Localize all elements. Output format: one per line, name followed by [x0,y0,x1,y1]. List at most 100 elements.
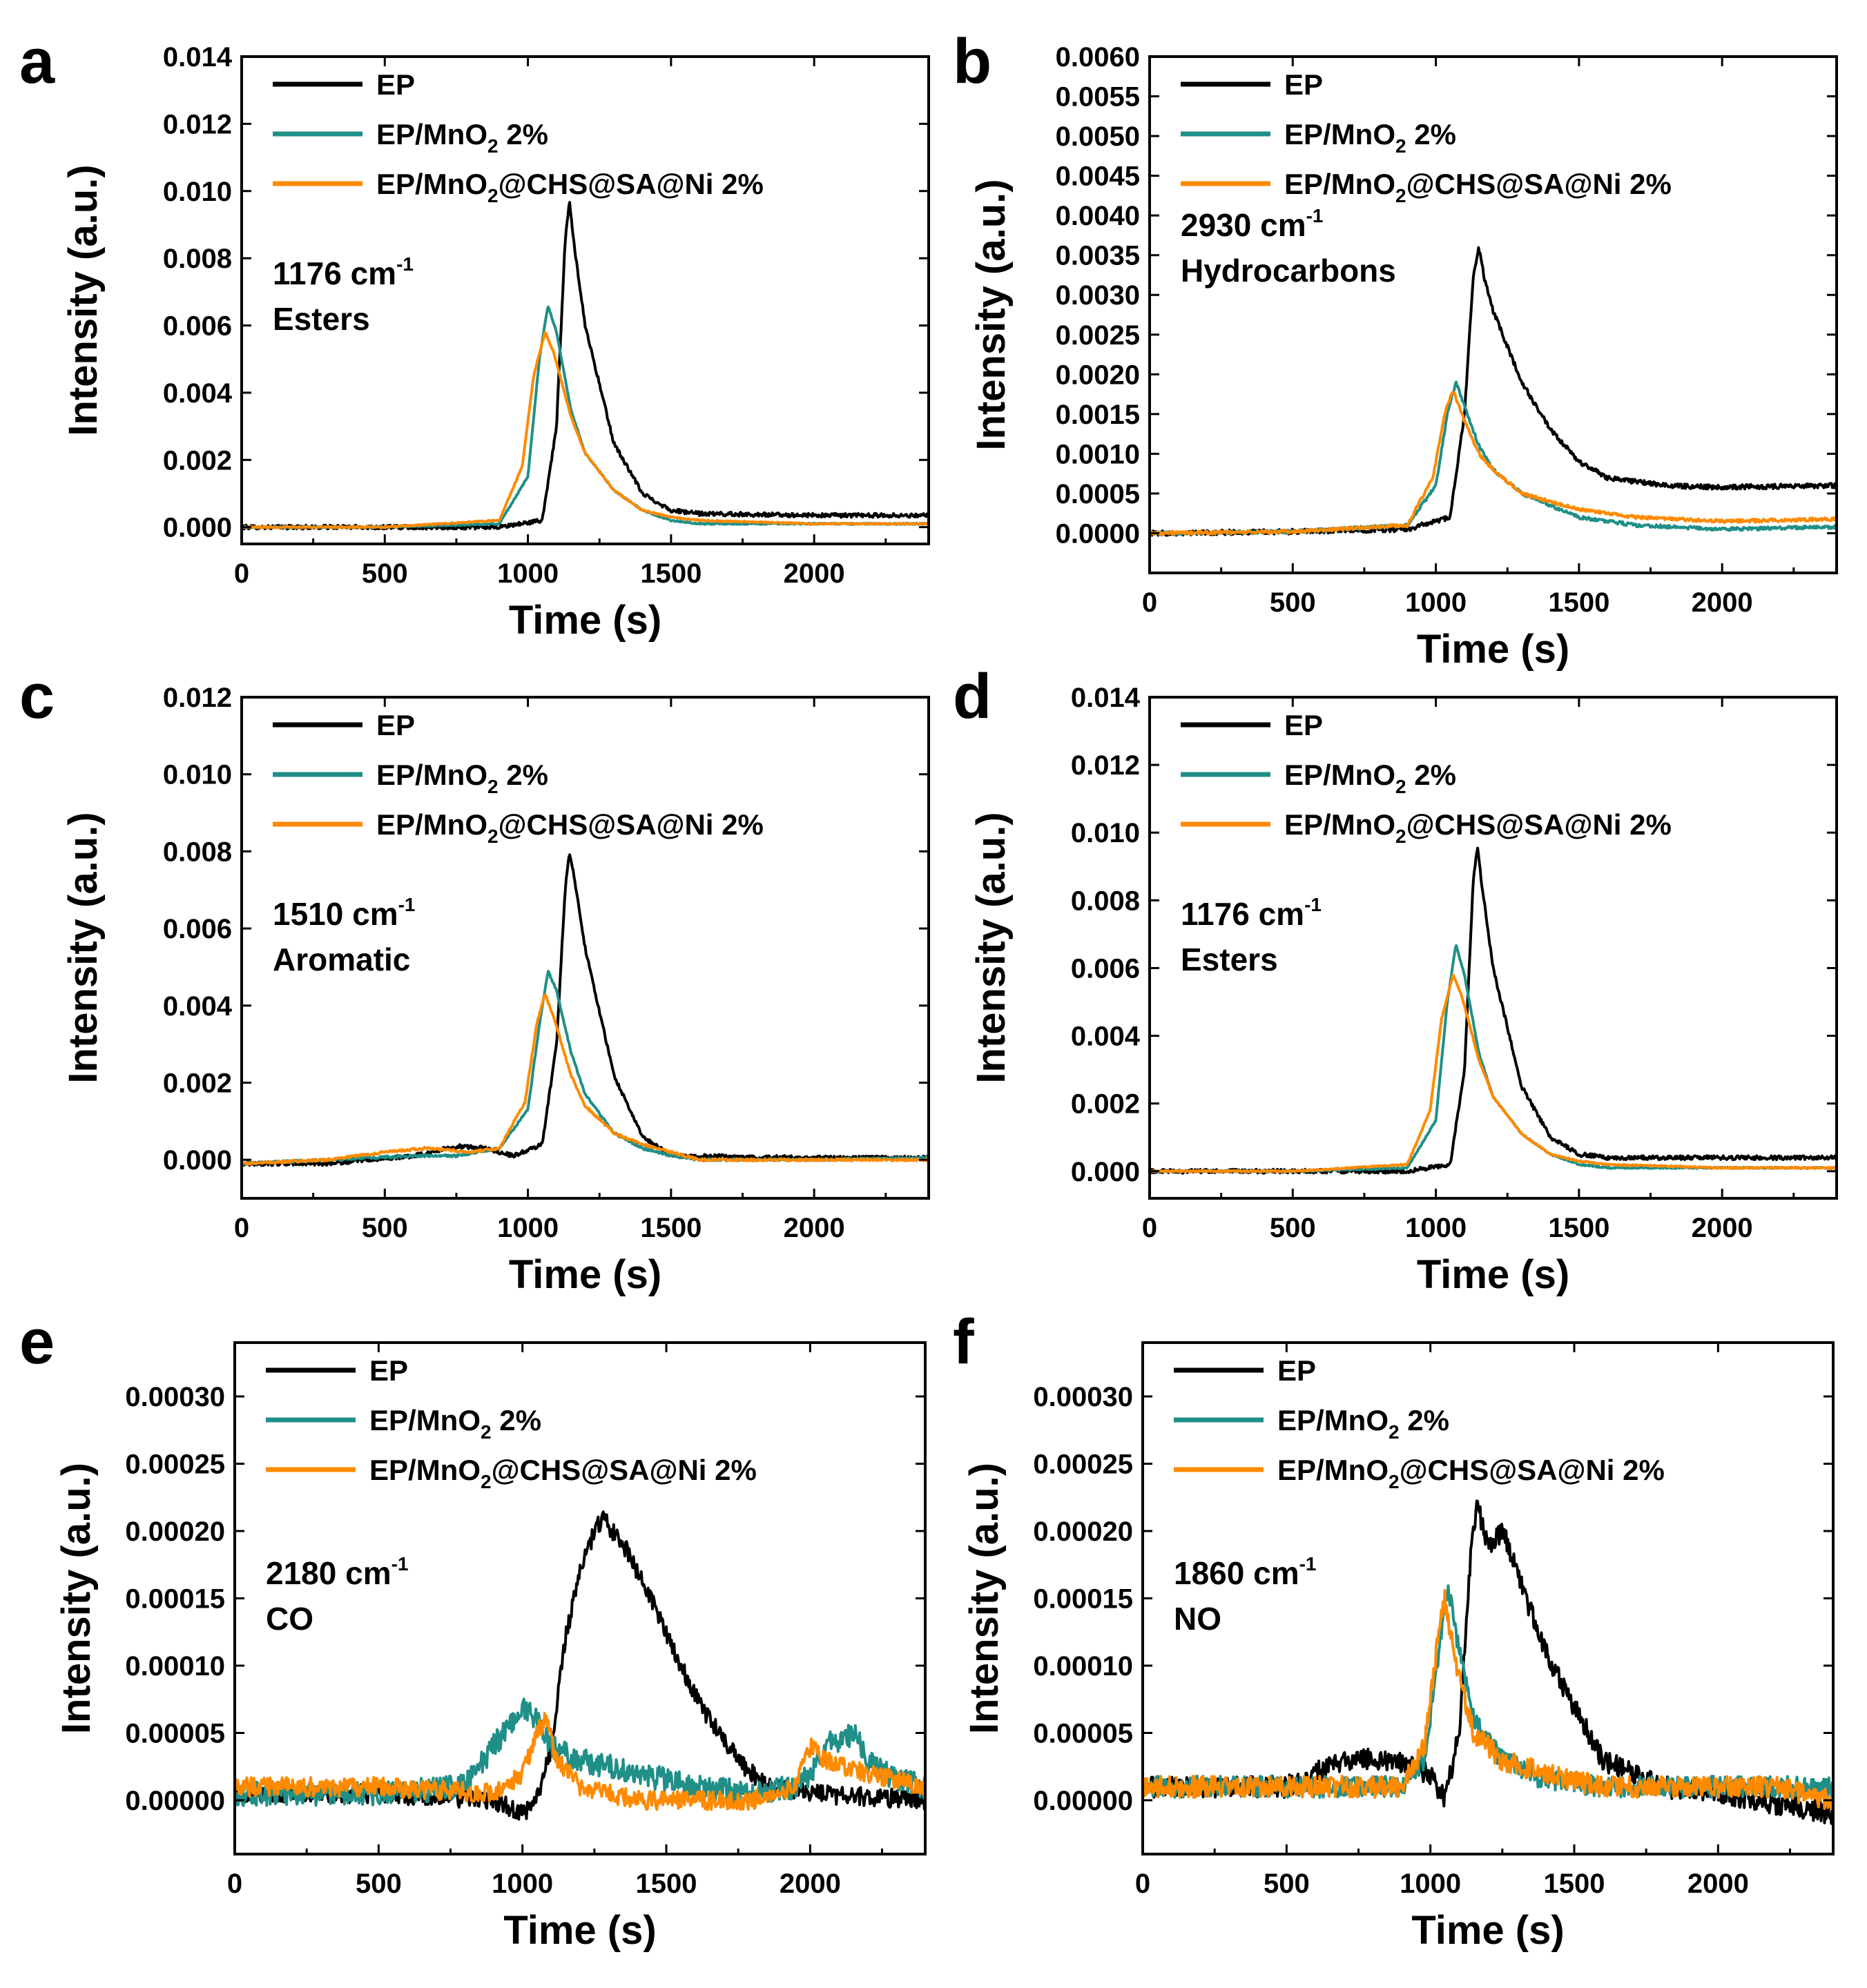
series-line [235,1697,925,1807]
x-axis-title: Time (s) [509,598,661,643]
x-tick-label: 500 [1270,587,1316,618]
series-line [1143,1584,1833,1800]
y-tick-label: 0.0020 [1056,360,1140,390]
x-tick-label: 500 [356,1869,402,1899]
group-label: Hydrocarbons [1181,253,1396,289]
x-tick-label: 500 [1270,1213,1316,1243]
y-tick-label: 0.00020 [1033,1517,1133,1547]
y-tick-label: 0.010 [163,177,232,207]
y-tick-label: 0.00015 [125,1584,225,1615]
legend-label: EP/MnO2@CHS@SA@Ni 2% [1277,1454,1665,1492]
x-tick-label: 0 [1135,1869,1150,1899]
y-tick-label: 0.0005 [1056,479,1140,509]
x-tick-label: 1000 [492,1869,553,1899]
x-axis-title: Time (s) [1417,1252,1569,1297]
group-label: CO [266,1601,313,1637]
y-tick-label: 0.00025 [125,1450,225,1480]
panel-letter: f [953,1307,974,1377]
x-tick-label: 1500 [636,1869,697,1899]
y-tick-label: 0.010 [163,760,232,790]
panel-letter: d [953,661,991,732]
wavenumber-label: 1510 cm-1 [273,894,416,932]
y-axis-title: Intensity (a.u.) [962,1463,1007,1734]
y-tick-label: 0.014 [163,42,233,72]
group-label: Esters [1181,942,1278,977]
y-tick-label: 0.010 [1071,818,1140,848]
y-tick-label: 0.0045 [1056,162,1140,192]
legend-label: EP/MnO2 2% [1284,759,1456,797]
legend-label: EP [1284,709,1323,741]
legend-label: EP/MnO2@CHS@SA@Ni 2% [369,1454,757,1492]
y-axis-title: Intensity (a.u.) [61,812,106,1083]
legend-label: EP [376,709,415,741]
legend-label: EP/MnO2 2% [376,759,548,797]
x-tick-label: 1000 [1400,1869,1461,1899]
panel-c: c 0 500 1000 1500 2000 0.000 0.002 0.004 0.006 0.0… [19,661,930,1297]
x-tick-label: 1000 [1405,1213,1467,1243]
legend-label: EP/MnO2@CHS@SA@Ni 2% [1284,168,1672,206]
wavenumber-label: 1860 cm-1 [1174,1553,1317,1591]
x-axis-title: Time (s) [503,1908,656,1953]
y-tick-label: 0.0000 [1056,518,1140,549]
series-line [242,970,929,1166]
y-tick-label: 0.004 [1071,1022,1141,1052]
x-tick-label: 0 [234,1213,249,1243]
y-tick-label: 0.00000 [1033,1786,1133,1816]
series-line [1150,246,1837,537]
group-label: Esters [273,301,370,337]
plot-frame [1148,55,1838,574]
y-tick-label: 0.00020 [125,1517,225,1547]
wavenumber-label: 2180 cm-1 [266,1553,409,1591]
y-tick-label: 0.002 [163,445,232,476]
legend-label: EP/MnO2@CHS@SA@Ni 2% [1284,808,1672,847]
x-tick-label: 500 [362,1213,408,1243]
y-tick-label: 0.006 [163,914,232,944]
y-axis-title: Intensity (a.u.) [969,179,1014,450]
y-tick-label: 0.0035 [1056,241,1140,271]
x-tick-label: 2000 [1692,1213,1753,1243]
series-line [1150,390,1837,536]
x-tick-label: 0 [1142,587,1157,618]
x-tick-label: 1500 [1548,587,1609,618]
legend-label: EP/MnO2@CHS@SA@Ni 2% [376,168,764,206]
y-tick-label: 0.00025 [1033,1450,1133,1480]
x-tick-label: 1000 [497,1213,559,1243]
wavenumber-label: 1176 cm-1 [1181,894,1322,932]
legend-label: EP [369,1354,408,1387]
x-tick-label: 2000 [780,1869,841,1899]
y-tick-label: 0.008 [163,244,232,274]
panel-letter: b [953,26,991,97]
y-tick-label: 0.00010 [125,1651,225,1682]
y-tick-label: 0.00005 [1033,1719,1133,1749]
x-tick-label: 1500 [640,1213,702,1243]
series-line [1143,1589,1833,1811]
plot-frame [1148,696,1838,1200]
y-tick-label: 0.000 [163,513,232,543]
panel-b: b 0 500 1000 1500 2000 0.0000 0.0005 0.0010 0.001… [953,26,1838,672]
x-tick-label: 2000 [784,1213,845,1243]
y-tick-label: 0.00015 [1033,1584,1133,1615]
series-line [235,1712,925,1811]
x-tick-label: 0 [234,558,249,589]
x-tick-label: 1000 [1405,587,1467,618]
panel-f: f 0 500 1000 1500 2000 0.00000 0.00005 0.00010 0.… [953,1307,1835,1953]
y-tick-label: 0.008 [163,837,232,867]
series-line [242,331,929,529]
y-tick-label: 0.0010 [1056,439,1140,469]
legend-label: EP/MnO2 2% [1284,118,1456,157]
y-tick-label: 0.0040 [1056,201,1140,231]
wavenumber-label: 1176 cm-1 [273,253,414,291]
panel-d: d 0 500 1000 1500 2000 0.000 0.002 0.004 0.006 0.0… [953,661,1838,1297]
y-tick-label: 0.002 [1071,1089,1140,1120]
y-tick-label: 0.0050 [1056,121,1140,152]
panel-letter: e [19,1307,55,1377]
series-line [242,305,929,529]
y-tick-label: 0.0055 [1056,82,1140,113]
y-tick-label: 0.00005 [125,1719,225,1749]
legend-label: EP/MnO2 2% [1277,1404,1449,1443]
y-tick-label: 0.004 [163,991,233,1022]
x-tick-label: 1500 [640,558,702,589]
y-tick-label: 0.00030 [1033,1382,1133,1412]
x-tick-label: 0 [1142,1213,1157,1243]
x-axis-title: Time (s) [1417,627,1569,672]
